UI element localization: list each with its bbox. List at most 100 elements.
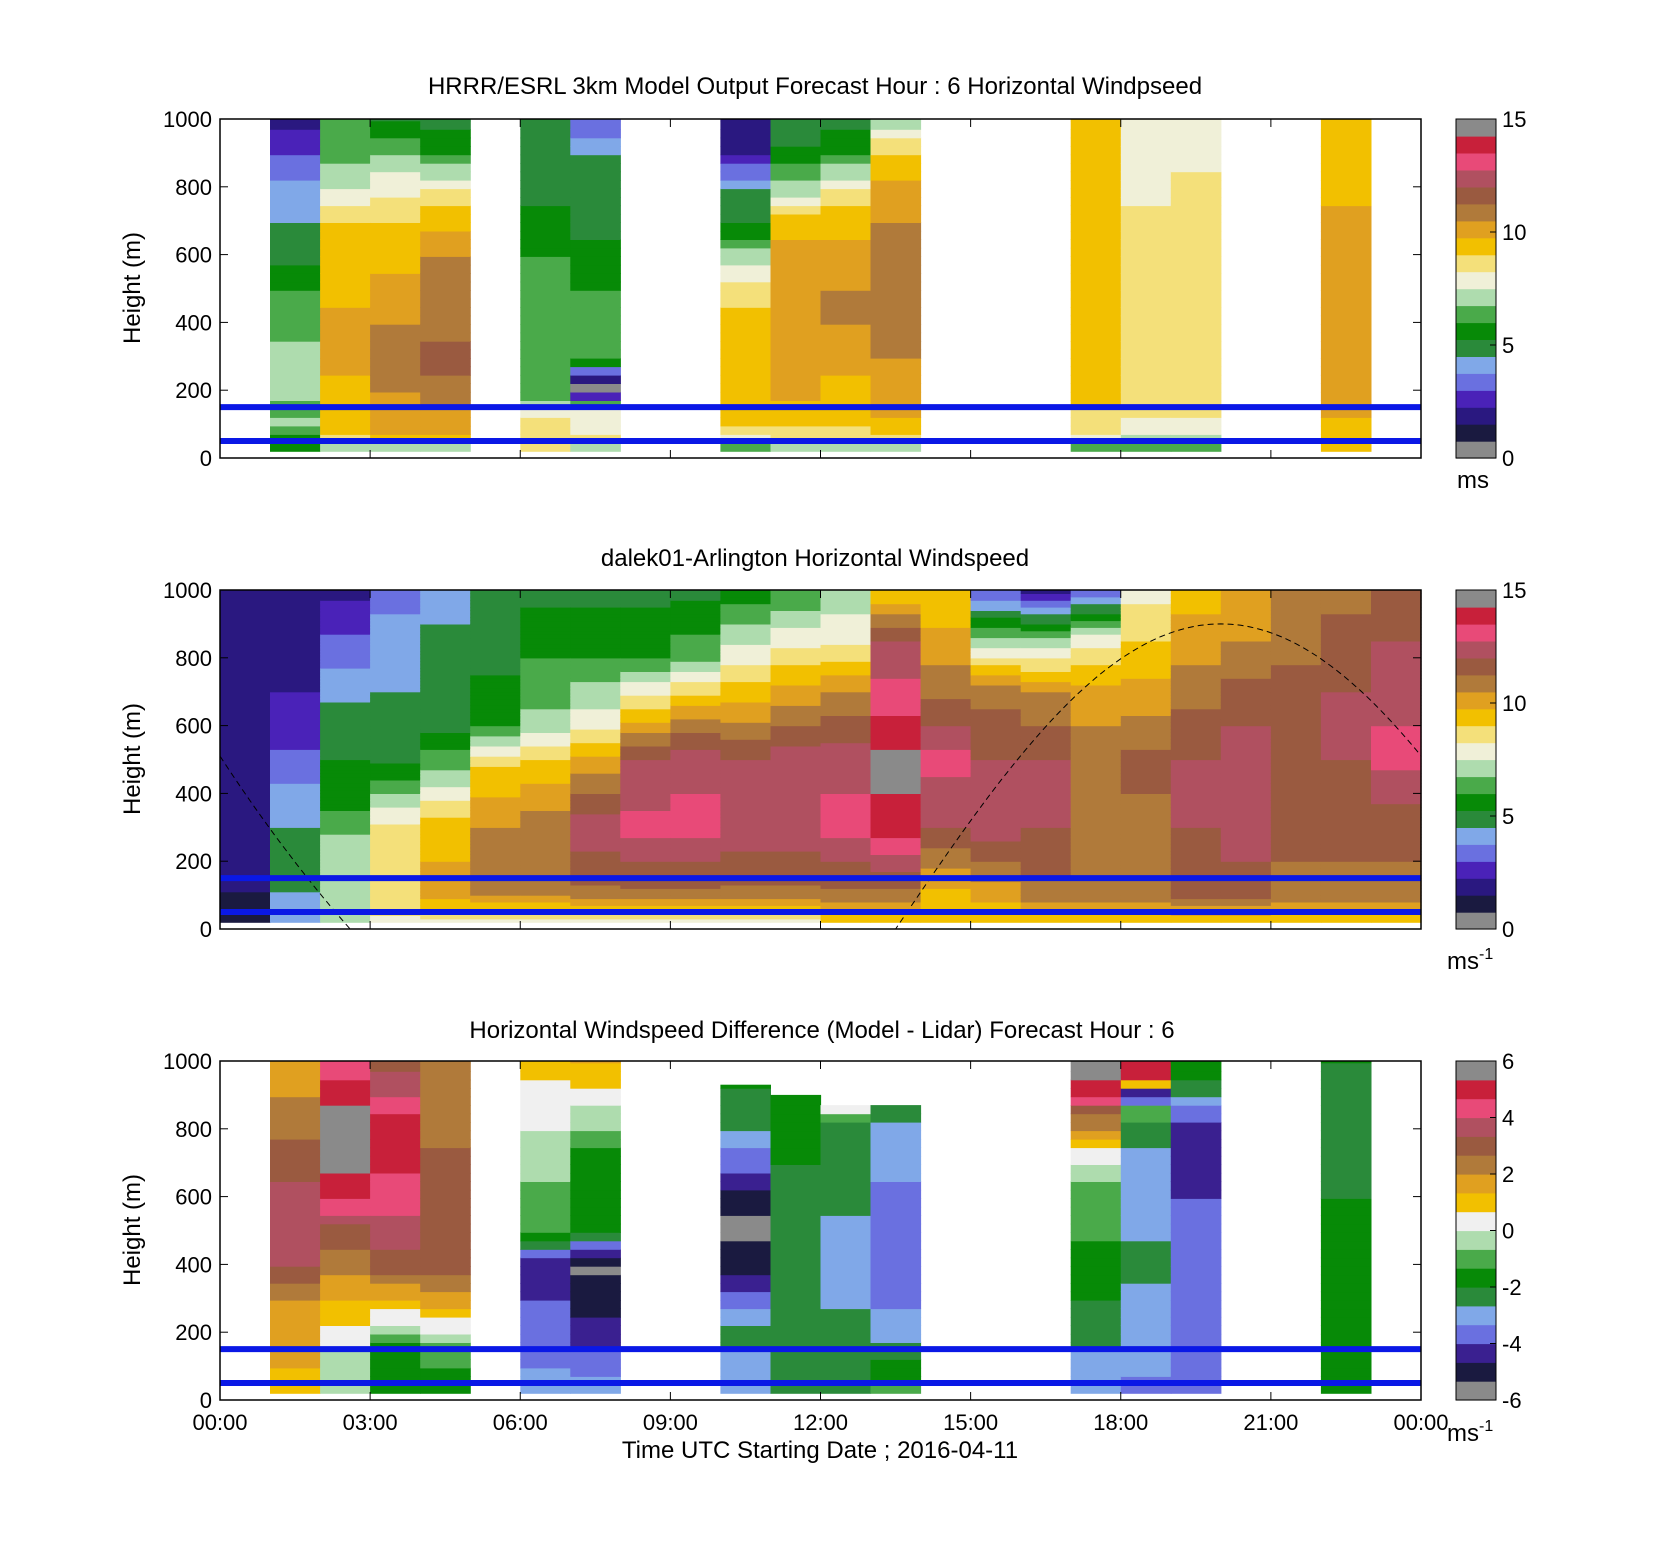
panel-lidar-cell	[1120, 600, 1172, 605]
panel-lidar-cell	[1070, 739, 1122, 744]
panel-lidar-colorbar-segment	[1456, 827, 1496, 845]
panel-difference-colorbar-tick-label: -6	[1502, 1388, 1522, 1413]
panel-lidar-cell	[870, 708, 922, 713]
panel-lidar-cell	[820, 854, 872, 859]
panel-lidar-cell	[970, 590, 1022, 594]
panel-difference-cell	[370, 1240, 421, 1250]
panel-difference-cell	[870, 1350, 922, 1360]
panel-lidar-cell	[1020, 857, 1072, 862]
panel-difference-cell	[370, 1206, 421, 1216]
panel-model-cell	[520, 307, 571, 317]
panel-difference-colorbar-segment	[1456, 1098, 1496, 1119]
panel-lidar-cell	[520, 732, 571, 737]
panel-model-cell	[720, 425, 771, 435]
panel-difference-cell	[370, 1130, 421, 1140]
panel-lidar-cell	[1371, 654, 1422, 659]
panel-lidar-cell	[970, 647, 1022, 652]
panel-model-colorbar-segment	[1456, 186, 1496, 205]
panel-lidar-cell	[970, 891, 1022, 896]
panel-model-cell	[270, 129, 321, 139]
panel-difference-cell	[1120, 1215, 1172, 1225]
panel-lidar-cell	[420, 617, 471, 622]
panel-lidar-cell	[370, 603, 421, 608]
panel-lidar-cell	[1120, 861, 1172, 866]
panel-lidar-cell	[570, 847, 621, 852]
panel-lidar-cell	[1070, 898, 1122, 903]
panel-lidar-cell	[570, 871, 621, 876]
panel-lidar-cell	[620, 844, 671, 849]
panel-lidar-cell	[1270, 745, 1322, 750]
panel-difference-cell	[520, 1300, 571, 1310]
panel-lidar-cell	[470, 823, 521, 828]
panel-model-cell	[1170, 324, 1222, 334]
panel-lidar-cell	[670, 861, 721, 866]
panel-model-cell	[1070, 281, 1122, 291]
panel-model-cell	[570, 188, 621, 198]
panel-lidar-cell	[370, 661, 421, 666]
panel-difference-cell	[270, 1325, 321, 1335]
panel-lidar-cell	[920, 762, 972, 767]
panel-model-cell	[270, 383, 321, 393]
panel-lidar-cell	[220, 847, 271, 852]
panel-model-cell	[870, 119, 922, 122]
panel-lidar-cell	[870, 823, 922, 828]
panel-difference-cell	[770, 1240, 822, 1250]
panel-lidar-cell	[1020, 891, 1072, 896]
panel-lidar-cell	[1020, 793, 1072, 798]
panel-model-colorbar-segment	[1456, 237, 1496, 256]
panel-lidar-cell	[1220, 776, 1272, 781]
panel-lidar-colorbar-segment	[1456, 640, 1496, 659]
panel-lidar-cell	[1120, 590, 1172, 594]
panel-model-cell	[870, 349, 922, 359]
panel-lidar-cell	[1371, 756, 1422, 761]
panel-difference-cell	[520, 1198, 571, 1208]
panel-lidar-cell	[1120, 881, 1172, 886]
panel-lidar-cell	[1120, 901, 1172, 906]
panel-lidar-cell	[370, 891, 421, 896]
panel-model-cell	[320, 137, 371, 147]
panel-model-cell	[1320, 129, 1372, 139]
panel-lidar-cell	[370, 817, 421, 822]
panel-lidar-cell	[670, 698, 721, 703]
panel-difference-cell	[1320, 1079, 1372, 1089]
panel-lidar-cell	[670, 695, 721, 700]
panel-lidar-cell	[1070, 766, 1122, 771]
panel-lidar-cell	[570, 837, 621, 842]
panel-lidar-cell	[920, 712, 972, 716]
panel-lidar-cell	[1020, 837, 1072, 842]
panel-difference-cell	[770, 1094, 822, 1098]
panel-lidar-cell	[1020, 868, 1072, 872]
panel-lidar-cell	[920, 735, 972, 740]
panel-lidar-cell	[370, 600, 421, 605]
panel-lidar-cell	[1070, 861, 1122, 866]
panel-lidar-cell	[320, 905, 371, 910]
panel-lidar-cell	[1371, 617, 1422, 622]
panel-lidar-cell	[720, 600, 771, 605]
panel-lidar-cell	[970, 844, 1022, 849]
panel-lidar-cell	[970, 735, 1022, 740]
panel-lidar-cell	[870, 854, 922, 859]
panel-lidar-cell	[220, 600, 271, 605]
panel-lidar-cell	[420, 861, 471, 866]
panel-model-cell	[420, 358, 471, 368]
panel-lidar-cell	[1120, 630, 1172, 635]
panel-model-cell	[770, 273, 822, 283]
panel-difference-cell	[1070, 1164, 1122, 1174]
panel-difference-cell	[320, 1122, 371, 1132]
panel-difference-cell	[1120, 1071, 1172, 1081]
panel-lidar-cell	[920, 657, 972, 662]
panel-lidar-cell	[770, 603, 822, 608]
panel-difference-xtick-label: 18:00	[1093, 1410, 1148, 1435]
panel-lidar-cell	[420, 681, 471, 686]
panel-lidar-cell	[320, 620, 371, 625]
panel-lidar-cell	[970, 762, 1022, 767]
panel-lidar-cell	[1320, 712, 1372, 716]
panel-lidar-cell	[770, 627, 822, 632]
panel-lidar-cell	[470, 756, 521, 761]
panel-lidar-cell	[970, 630, 1022, 635]
panel-difference-cell	[370, 1096, 421, 1106]
panel-lidar-cell	[770, 695, 822, 700]
panel-lidar-cell	[370, 674, 421, 679]
panel-model-cell	[1170, 298, 1222, 308]
panel-lidar-cell	[520, 857, 571, 862]
